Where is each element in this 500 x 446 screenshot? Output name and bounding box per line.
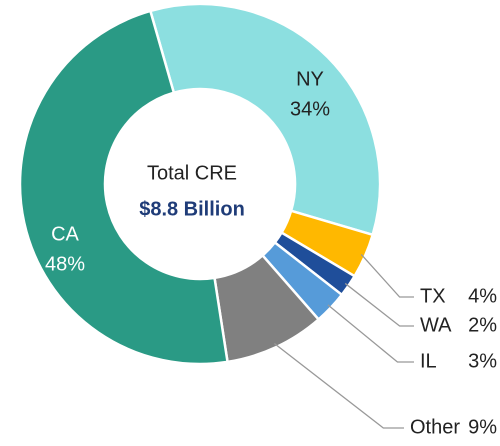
- leader-line: [344, 282, 414, 327]
- center-value: $8.8 Billion: [139, 198, 245, 220]
- slice-label: WA: [420, 314, 452, 336]
- slice-value: 34%: [290, 98, 330, 120]
- leader-line: [327, 304, 414, 363]
- slice-label: IL: [420, 350, 437, 372]
- leader-line: [360, 254, 414, 298]
- leader-line: [273, 342, 404, 429]
- slice-value: 4%: [468, 285, 497, 307]
- slice: [18, 9, 229, 366]
- slice-label: Other: [410, 416, 460, 438]
- slice-label: CA: [51, 223, 79, 245]
- slice-label: NY: [296, 68, 324, 90]
- slice: [148, 2, 382, 237]
- slice-value: 48%: [45, 253, 85, 275]
- center-title: Total CRE: [147, 162, 237, 184]
- slice-value: 3%: [468, 350, 497, 372]
- slice-value: 2%: [468, 314, 497, 336]
- slice-label: TX: [420, 285, 446, 307]
- slice-value: 9%: [468, 416, 497, 438]
